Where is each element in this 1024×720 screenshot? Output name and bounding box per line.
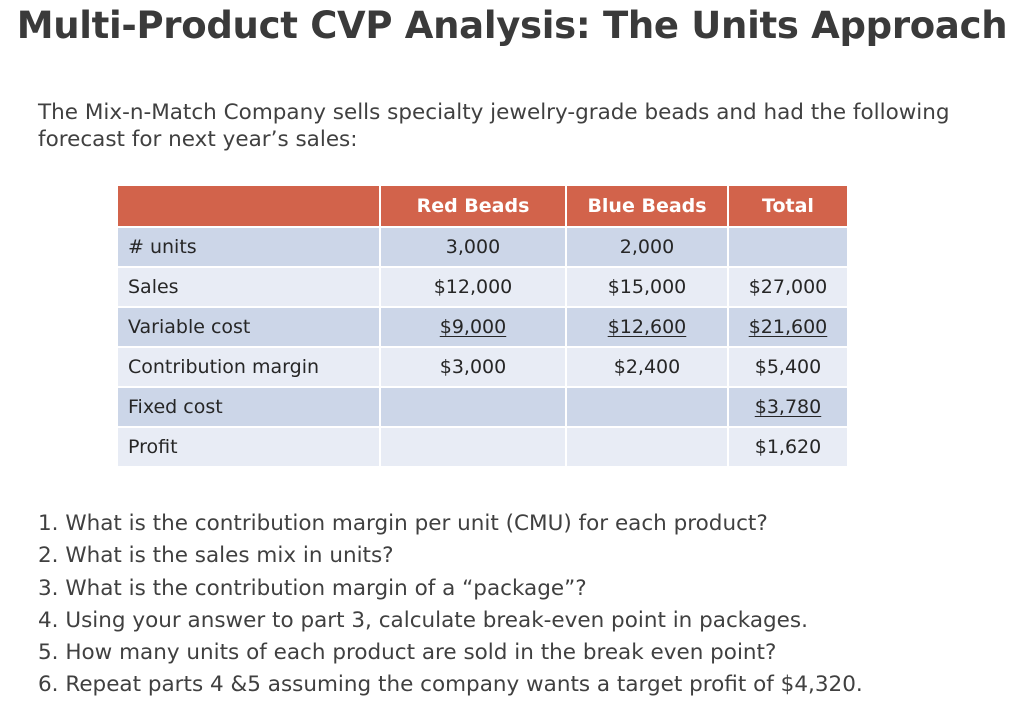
question-list: 1. What is the contribution margin per u…: [38, 508, 1013, 702]
header-blue-beads: Blue Beads: [565, 186, 728, 227]
cell-total: $21,600: [727, 306, 847, 347]
header-total: Total: [727, 186, 847, 227]
header-red-beads: Red Beads: [379, 186, 566, 227]
header-label: [118, 186, 380, 227]
table-row: Fixed cost $3,780: [118, 386, 847, 427]
page-title: Multi-Product CVP Analysis: The Units Ap…: [16, 4, 1008, 47]
cell-blue: [565, 426, 728, 466]
table-row: Sales $12,000 $15,000 $27,000: [118, 266, 847, 307]
cell-blue: [565, 386, 728, 427]
cell-red: $3,000: [379, 346, 566, 387]
question-item: 4. Using your answer to part 3, calculat…: [38, 607, 808, 633]
cell-total: $5,400: [727, 346, 847, 387]
question-item: 2. What is the sales mix in units?: [38, 543, 394, 569]
underlined-value: $9,000: [439, 316, 507, 338]
underlined-value: $21,600: [748, 316, 828, 338]
cell-red: $9,000: [379, 306, 566, 347]
cell-blue: $15,000: [565, 266, 728, 307]
intro-text: The Mix-n-Match Company sells specialty …: [38, 100, 950, 152]
cell-red: $12,000: [379, 266, 566, 307]
table-row: # units 3,000 2,000: [118, 226, 847, 267]
cell-red: [379, 426, 566, 466]
table-row: Contribution margin $3,000 $2,400 $5,400: [118, 346, 847, 387]
question-item: 5. How many units of each product are so…: [38, 640, 777, 666]
cell-blue: 2,000: [565, 226, 728, 267]
cell-total: $1,620: [727, 426, 847, 466]
cell-blue: $12,600: [565, 306, 728, 347]
underlined-value: $12,600: [607, 316, 687, 338]
cell-total: $3,780: [727, 386, 847, 427]
row-label: Contribution margin: [118, 346, 380, 387]
table-header-row: Red Beads Blue Beads Total: [118, 186, 847, 227]
question-item: 3. What is the contribution margin of a …: [38, 575, 587, 601]
row-label: Variable cost: [118, 306, 380, 347]
cell-total: $27,000: [727, 266, 847, 307]
cell-red: [379, 386, 566, 427]
cell-red: 3,000: [379, 226, 566, 267]
forecast-table: Red Beads Blue Beads Total # units 3,000…: [118, 186, 847, 466]
cell-total: [727, 226, 847, 267]
row-label: Profit: [118, 426, 380, 466]
row-label: Fixed cost: [118, 386, 380, 427]
table-row: Variable cost $9,000 $12,600 $21,600: [118, 306, 847, 347]
table-row: Profit $1,620: [118, 426, 847, 466]
row-label: Sales: [118, 266, 380, 307]
question-item: 1. What is the contribution margin per u…: [38, 511, 768, 536]
question-item: 6. Repeat parts 4 &5 assuming the compan…: [38, 672, 863, 698]
cell-blue: $2,400: [565, 346, 728, 387]
row-label: # units: [118, 226, 380, 267]
underlined-value: $3,780: [754, 396, 822, 418]
